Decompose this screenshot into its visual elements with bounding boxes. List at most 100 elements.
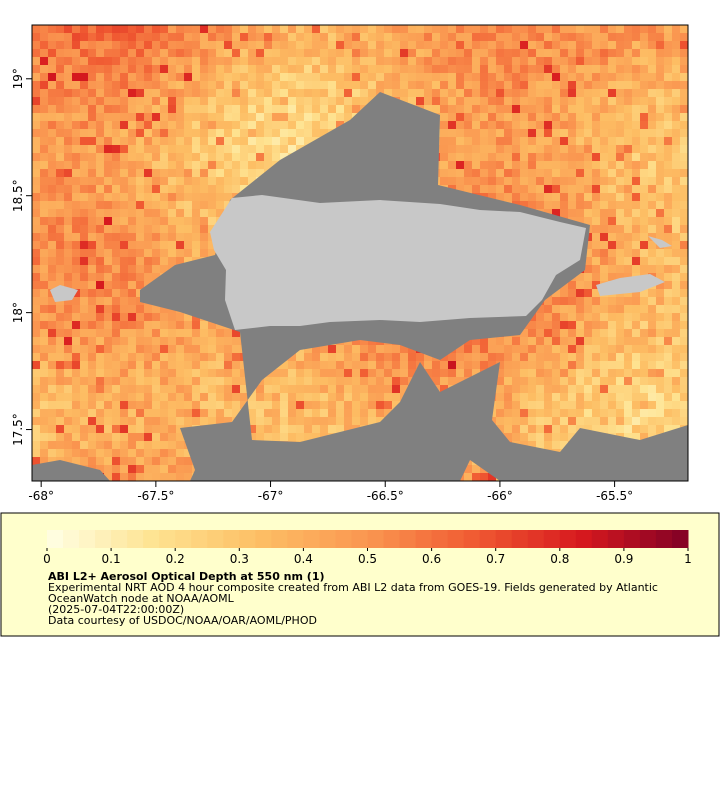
aod-cell bbox=[576, 393, 584, 401]
aod-cell bbox=[600, 345, 608, 353]
aod-cell bbox=[568, 313, 576, 321]
aod-cell bbox=[96, 305, 104, 313]
aod-cell bbox=[496, 57, 504, 65]
aod-cell bbox=[464, 161, 472, 169]
aod-cell bbox=[592, 249, 600, 257]
aod-cell bbox=[520, 377, 528, 385]
aod-cell bbox=[64, 73, 72, 81]
aod-cell bbox=[56, 65, 64, 73]
aod-cell bbox=[56, 345, 64, 353]
aod-cell bbox=[120, 305, 128, 313]
aod-cell bbox=[56, 105, 64, 113]
aod-cell bbox=[168, 89, 176, 97]
aod-cell bbox=[648, 145, 656, 153]
aod-cell bbox=[136, 121, 144, 129]
aod-cell bbox=[392, 49, 400, 57]
aod-cell bbox=[616, 393, 624, 401]
aod-cell bbox=[192, 201, 200, 209]
aod-cell bbox=[240, 33, 248, 41]
aod-cell bbox=[128, 145, 136, 153]
aod-cell bbox=[648, 241, 656, 249]
aod-cell bbox=[592, 225, 600, 233]
colorbar-cell bbox=[623, 530, 641, 548]
aod-cell bbox=[496, 369, 504, 377]
aod-cell bbox=[640, 225, 648, 233]
aod-cell bbox=[56, 33, 64, 41]
aod-cell bbox=[496, 401, 504, 409]
aod-cell bbox=[368, 33, 376, 41]
aod-cell bbox=[288, 377, 296, 385]
aod-cell bbox=[32, 457, 40, 465]
aod-cell bbox=[592, 193, 600, 201]
aod-cell bbox=[248, 121, 256, 129]
aod-cell bbox=[408, 65, 416, 73]
aod-cell bbox=[368, 369, 376, 377]
aod-cell bbox=[448, 57, 456, 65]
aod-cell bbox=[296, 137, 304, 145]
aod-cell bbox=[656, 273, 664, 281]
aod-cell bbox=[600, 249, 608, 257]
aod-cell bbox=[520, 33, 528, 41]
aod-cell bbox=[664, 57, 672, 65]
aod-cell bbox=[104, 273, 112, 281]
aod-cell bbox=[32, 233, 40, 241]
aod-cell bbox=[56, 425, 64, 433]
aod-cell bbox=[200, 169, 208, 177]
aod-cell bbox=[624, 73, 632, 81]
aod-cell bbox=[208, 401, 216, 409]
aod-cell bbox=[304, 33, 312, 41]
aod-cell bbox=[152, 273, 160, 281]
aod-cell bbox=[472, 65, 480, 73]
aod-cell bbox=[640, 193, 648, 201]
aod-cell bbox=[80, 185, 88, 193]
aod-cell bbox=[536, 25, 544, 33]
aod-cell bbox=[656, 289, 664, 297]
aod-cell bbox=[648, 401, 656, 409]
aod-cell bbox=[592, 321, 600, 329]
aod-cell bbox=[136, 201, 144, 209]
aod-cell bbox=[440, 121, 448, 129]
aod-cell bbox=[120, 441, 128, 449]
aod-cell bbox=[544, 425, 552, 433]
aod-cell bbox=[40, 121, 48, 129]
aod-cell bbox=[584, 281, 592, 289]
aod-cell bbox=[48, 137, 56, 145]
aod-cell bbox=[104, 425, 112, 433]
aod-cell bbox=[368, 377, 376, 385]
aod-cell bbox=[496, 337, 504, 345]
aod-cell bbox=[80, 145, 88, 153]
aod-cell bbox=[240, 401, 248, 409]
aod-cell bbox=[144, 153, 152, 161]
aod-cell bbox=[600, 385, 608, 393]
aod-cell bbox=[528, 401, 536, 409]
aod-cell bbox=[512, 121, 520, 129]
aod-cell bbox=[280, 409, 288, 417]
aod-cell bbox=[216, 361, 224, 369]
aod-cell bbox=[496, 81, 504, 89]
aod-cell bbox=[400, 65, 408, 73]
aod-cell bbox=[32, 273, 40, 281]
aod-cell bbox=[48, 441, 56, 449]
aod-cell bbox=[56, 25, 64, 33]
aod-cell bbox=[440, 145, 448, 153]
aod-cell bbox=[48, 361, 56, 369]
aod-cell bbox=[72, 65, 80, 73]
aod-cell bbox=[592, 329, 600, 337]
aod-cell bbox=[176, 129, 184, 137]
aod-cell bbox=[664, 377, 672, 385]
aod-cell bbox=[104, 329, 112, 337]
aod-cell bbox=[80, 361, 88, 369]
aod-cell bbox=[288, 145, 296, 153]
aod-cell bbox=[200, 369, 208, 377]
aod-cell bbox=[656, 113, 664, 121]
aod-cell bbox=[624, 137, 632, 145]
aod-cell bbox=[440, 129, 448, 137]
aod-cell bbox=[264, 161, 272, 169]
aod-cell bbox=[528, 145, 536, 153]
aod-cell bbox=[608, 417, 616, 425]
aod-cell bbox=[176, 249, 184, 257]
aod-cell bbox=[32, 329, 40, 337]
aod-cell bbox=[112, 25, 120, 33]
aod-cell bbox=[584, 361, 592, 369]
aod-cell bbox=[680, 369, 688, 377]
